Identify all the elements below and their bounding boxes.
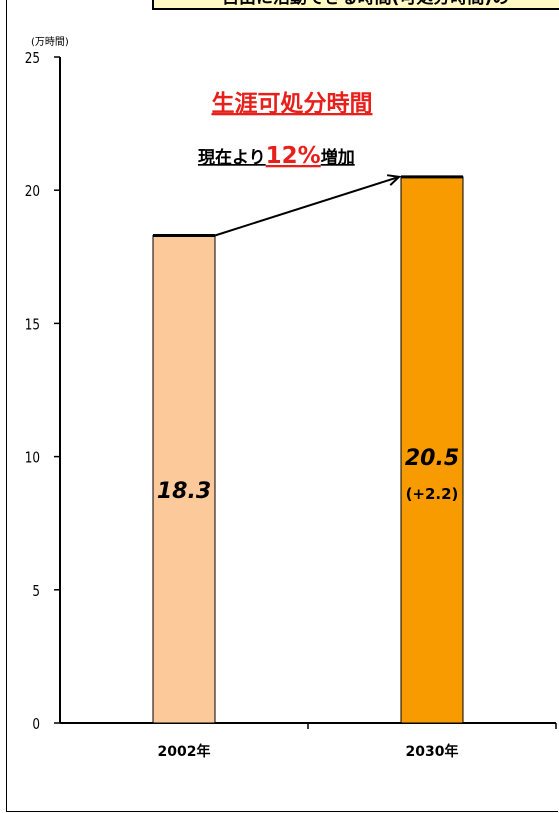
y-tick-label: 0 <box>32 716 40 734</box>
data-label: 18.3 <box>157 479 211 504</box>
y-tick-label: 25 <box>25 50 40 68</box>
growth-annotation: 現在より12%増加 <box>198 143 355 169</box>
x-tick-label: 2002年 <box>158 743 211 760</box>
growth-arrow <box>214 175 400 237</box>
arrow-head <box>386 174 402 186</box>
chart-frame <box>6 0 558 812</box>
x-tick-label: 2030年 <box>406 743 459 760</box>
plot-area <box>60 57 559 724</box>
data-label: 20.5 <box>405 446 459 471</box>
y-tick-label: 20 <box>25 183 40 201</box>
bar <box>400 176 464 724</box>
annotation-percent: 12% <box>266 143 321 169</box>
diff-label: (+2.2) <box>406 485 459 503</box>
annotation-suffix: 増加 <box>321 147 355 168</box>
bar <box>152 234 216 724</box>
y-tick-label: 10 <box>25 449 40 467</box>
y-tick-label: 5 <box>32 583 40 601</box>
annotation-prefix: 現在より <box>198 147 266 168</box>
top-banner: 自由に活動できる時間(可処分時間)の <box>152 0 559 10</box>
chart-title: 生涯可処分時間 <box>212 90 373 117</box>
banner-text: 自由に活動できる時間(可処分時間)の <box>222 0 509 8</box>
y-axis-unit: (万時間) <box>31 36 69 48</box>
y-tick-label: 15 <box>25 316 40 334</box>
